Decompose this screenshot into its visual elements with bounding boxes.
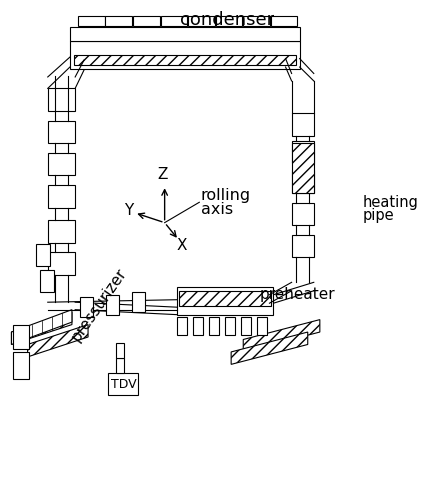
Bar xyxy=(270,16,296,26)
Bar xyxy=(176,288,273,314)
Bar xyxy=(242,16,269,26)
Bar xyxy=(105,16,132,26)
Bar xyxy=(291,203,313,225)
Bar xyxy=(132,16,159,26)
Bar xyxy=(108,373,138,395)
Bar xyxy=(291,235,313,258)
Bar xyxy=(132,292,145,312)
Text: condenser: condenser xyxy=(180,11,273,29)
Text: X: X xyxy=(176,238,187,252)
Bar xyxy=(291,143,313,193)
Bar xyxy=(291,114,313,136)
Bar xyxy=(48,186,75,208)
Bar xyxy=(35,244,50,266)
Bar xyxy=(291,140,313,163)
Bar xyxy=(13,324,29,349)
Text: pressurizer: pressurizer xyxy=(68,266,129,344)
Bar xyxy=(257,317,267,334)
Text: pipe: pipe xyxy=(361,208,393,222)
Bar xyxy=(160,16,187,26)
Text: preheater: preheater xyxy=(259,287,334,302)
Bar xyxy=(70,27,299,41)
Bar xyxy=(48,88,75,111)
Bar xyxy=(74,54,295,64)
Text: rolling: rolling xyxy=(201,188,250,203)
Bar xyxy=(176,317,186,334)
Bar xyxy=(225,317,235,334)
Bar xyxy=(48,120,75,143)
Text: heating: heating xyxy=(361,195,417,210)
Bar xyxy=(70,41,299,68)
Bar xyxy=(40,270,54,292)
Bar xyxy=(48,252,75,275)
Bar xyxy=(241,317,251,334)
Text: axis: axis xyxy=(201,202,233,216)
Bar xyxy=(291,170,313,193)
Bar xyxy=(193,317,202,334)
Text: Z: Z xyxy=(157,167,167,182)
Bar xyxy=(215,16,242,26)
Polygon shape xyxy=(28,324,88,357)
Bar xyxy=(48,220,75,242)
Polygon shape xyxy=(12,312,72,344)
Bar xyxy=(187,16,214,26)
Bar xyxy=(78,16,104,26)
Bar xyxy=(106,294,119,314)
Polygon shape xyxy=(243,320,319,352)
Bar xyxy=(13,352,29,380)
Bar xyxy=(208,317,219,334)
Text: Y: Y xyxy=(124,202,133,218)
Bar xyxy=(178,291,271,306)
Bar xyxy=(115,358,124,373)
Bar xyxy=(115,343,124,358)
Bar xyxy=(48,153,75,176)
Text: TDV: TDV xyxy=(110,378,136,390)
Polygon shape xyxy=(12,310,72,344)
Bar xyxy=(80,297,93,317)
Polygon shape xyxy=(230,332,307,364)
